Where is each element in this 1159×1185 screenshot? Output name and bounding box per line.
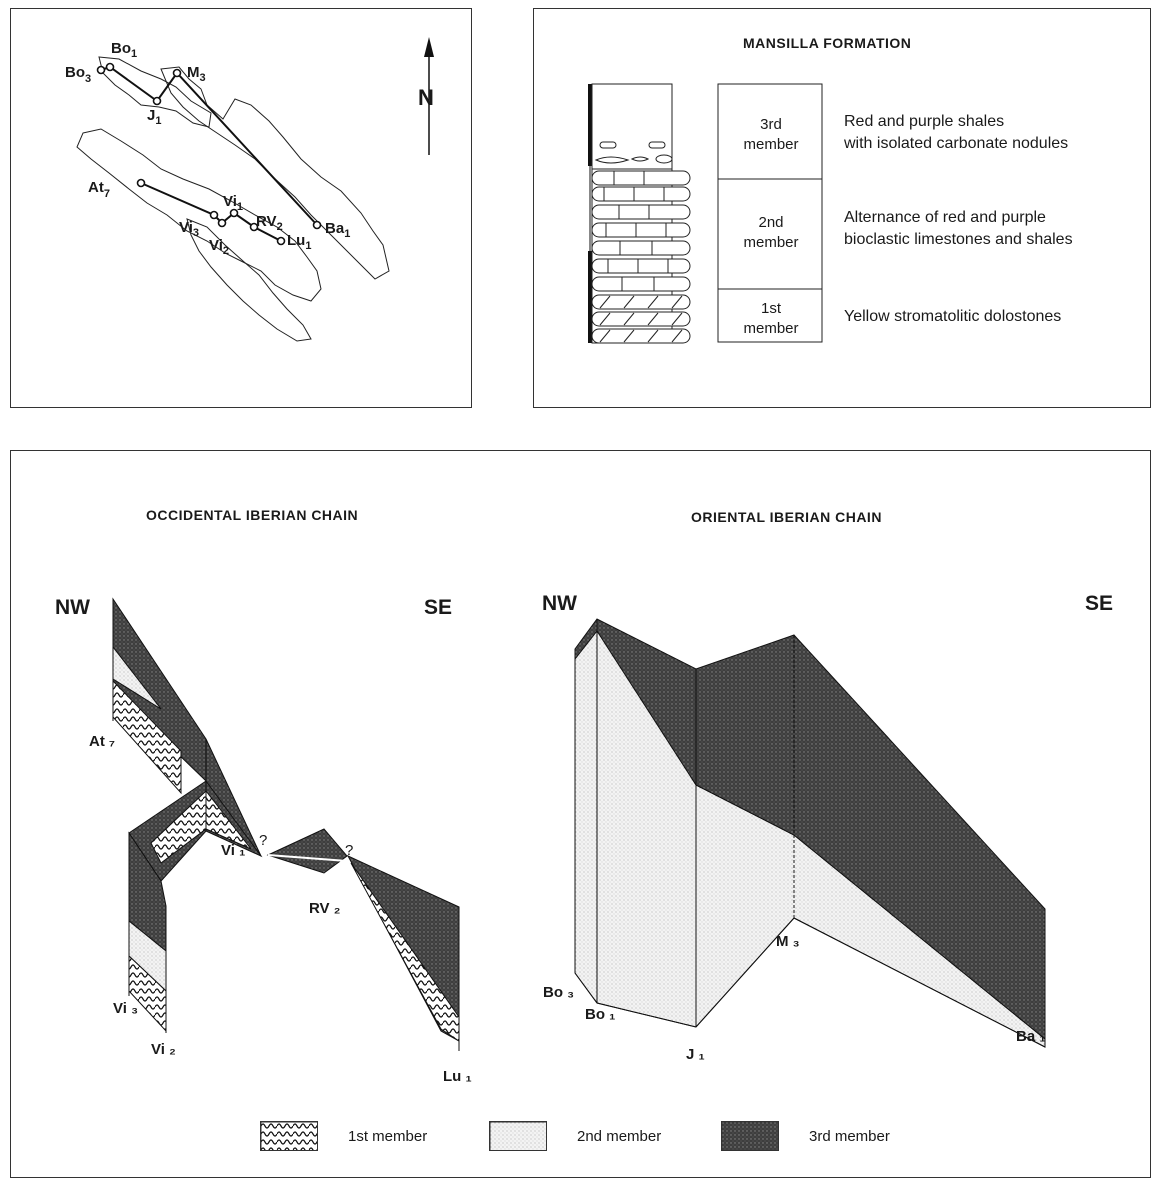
- station-label-rv2: RV2: [256, 213, 283, 233]
- member-description-2nd: Alternance of red and purple bioclastic l…: [844, 209, 1073, 248]
- occidental-section: [112, 597, 460, 1051]
- formation-title: MANSILLA FORMATION: [743, 35, 912, 51]
- occidental-question-1: ?: [259, 832, 267, 849]
- occidental-label-at7: At ₇: [89, 733, 115, 750]
- station-label-vi1: Vi1: [223, 193, 243, 213]
- station-label-ba1: Ba1: [325, 220, 350, 240]
- member-label-3rd: 3rd member: [743, 116, 799, 153]
- oriental-section: [574, 618, 1046, 1048]
- oriental-se-label: SE: [1085, 592, 1113, 615]
- location-map: Bo1 Bo3 M3 J1 At7 Vi1 Vi3 Vi2 RV2 Lu1 Ba…: [65, 37, 434, 342]
- member-label-1st: 1st member: [743, 300, 799, 337]
- outcrop-outline: [160, 66, 390, 280]
- legend-swatch-dark: [721, 1121, 779, 1151]
- correlation-diagram: NW SE At ₇ Vi ₁: [55, 592, 1113, 1085]
- location-map-panel: Bo1 Bo3 M3 J1 At7 Vi1 Vi3 Vi2 RV2 Lu1 Ba…: [10, 8, 472, 408]
- legend-item-2nd: 2nd member: [489, 1121, 661, 1151]
- north-label: N: [418, 85, 434, 110]
- north-arrow-icon: [424, 37, 434, 155]
- station-label-vi3: Vi3: [179, 219, 199, 239]
- station-markers: [96, 62, 322, 246]
- outcrop-outline: [98, 56, 212, 128]
- oriental-label-m3: M ₃: [776, 933, 800, 950]
- station-label-m3: M3: [187, 64, 206, 84]
- station-label-vi2: Vi2: [209, 237, 229, 257]
- legend-label: 2nd member: [577, 1127, 662, 1145]
- member-label-2nd: 2nd member: [743, 214, 799, 251]
- occidental-title: OCCIDENTAL IBERIAN CHAIN: [146, 507, 359, 523]
- oriental-label-bo3: Bo ₃: [543, 984, 574, 1001]
- oriental-label-ba1: Ba ₁: [1016, 1028, 1046, 1045]
- occidental-label-lu1: Lu ₁: [443, 1068, 472, 1085]
- legend-label: 1st member: [348, 1127, 428, 1145]
- formation-panel: MANSILLA FORMATION: [533, 8, 1151, 408]
- occidental-question-2: ?: [345, 842, 353, 859]
- occidental-nw-label: NW: [55, 596, 90, 619]
- outcrop-outline: [186, 218, 312, 342]
- transect-lines: [100, 65, 318, 242]
- outcrop-outline: [76, 128, 322, 302]
- station-label-bo3: Bo3: [65, 64, 91, 85]
- station-label-at7: At7: [88, 179, 110, 200]
- member-description-1st: Yellow stromatolitic dolostones: [844, 308, 1062, 325]
- legend-swatch-wavy: [260, 1121, 318, 1151]
- oriental-title: ORIENTAL IBERIAN CHAIN: [691, 509, 882, 525]
- station-label-j1: J1: [147, 107, 161, 127]
- station-label-lu1: Lu1: [287, 232, 311, 252]
- legend-swatch-light: [489, 1121, 547, 1151]
- occidental-se-label: SE: [424, 596, 452, 619]
- legend-item-3rd: 3rd member: [721, 1121, 890, 1151]
- oriental-nw-label: NW: [542, 592, 577, 615]
- occidental-label-rv2: RV ₂: [309, 900, 340, 917]
- station-label-bo1: Bo1: [111, 40, 137, 60]
- occidental-label-vi3: Vi ₃: [113, 1000, 138, 1017]
- oriental-label-bo1: Bo ₁: [585, 1006, 615, 1023]
- legend-label: 3rd member: [809, 1127, 890, 1145]
- stratigraphic-column: [588, 83, 691, 344]
- legend-item-1st: 1st member: [260, 1121, 427, 1151]
- occidental-label-vi1: Vi ₁: [221, 842, 245, 859]
- oriental-label-j1: J ₁: [686, 1046, 705, 1063]
- member-boxes: [717, 83, 823, 343]
- occidental-label-vi2: Vi ₂: [151, 1041, 176, 1058]
- member-description-3rd: Red and purple shales with isolated carbo…: [844, 113, 1069, 152]
- cross-section-panel: OCCIDENTAL IBERIAN CHAIN ORIENTAL IBERIA…: [10, 450, 1151, 1178]
